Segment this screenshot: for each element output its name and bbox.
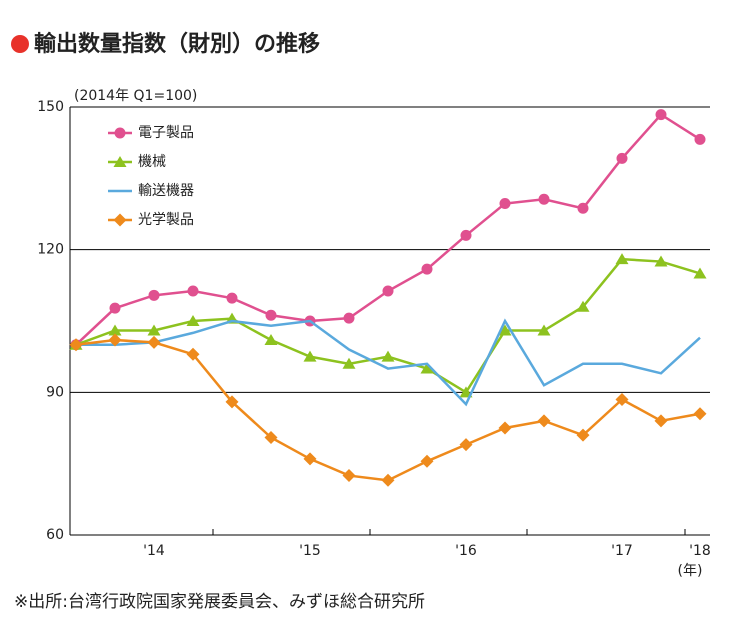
point: [577, 202, 589, 214]
y-tick-label: 120: [37, 242, 64, 258]
point: [460, 229, 472, 241]
point: [537, 324, 551, 336]
point: [538, 193, 550, 205]
series-line: [75, 257, 701, 395]
point: [381, 473, 395, 487]
point: [108, 333, 122, 347]
point: [264, 334, 278, 346]
point: [225, 395, 239, 409]
point: [498, 324, 512, 336]
point: [615, 253, 629, 265]
point: [342, 469, 356, 483]
point: [265, 309, 277, 321]
point: [186, 347, 200, 361]
legend-label: 電子製品: [138, 125, 194, 141]
source-note: ※出所:台湾行政院国家発展委員会、みずほ総合研究所: [14, 592, 425, 612]
point: [694, 133, 706, 145]
point: [109, 302, 121, 314]
x-tick-label: '18: [689, 543, 711, 559]
series-line: [76, 318, 701, 407]
y-tick-label: 150: [37, 99, 64, 115]
legend-label: 輸送機器: [138, 183, 194, 199]
point: [498, 421, 512, 435]
point: [113, 156, 127, 167]
point: [343, 312, 355, 324]
point: [69, 338, 83, 352]
x-tick-label: '16: [455, 543, 477, 559]
point: [264, 431, 278, 445]
point: [147, 335, 161, 349]
point: [382, 285, 394, 297]
point: [113, 213, 127, 227]
point: [108, 324, 122, 336]
point: [303, 452, 317, 466]
point: [459, 438, 473, 452]
subtitle: (2014年 Q1=100): [74, 88, 197, 104]
chart-title: 輸出数量指数（財別）の推移: [34, 31, 320, 57]
point: [655, 109, 667, 121]
x-tick-label: '14: [143, 543, 165, 559]
point: [576, 428, 590, 442]
point: [615, 392, 629, 406]
point: [226, 292, 238, 304]
point: [499, 198, 511, 210]
x-unit: (年): [678, 563, 703, 579]
point: [576, 300, 590, 312]
point: [693, 267, 707, 279]
point: [654, 255, 668, 267]
x-tick-label: '15: [299, 543, 321, 559]
point: [381, 350, 395, 362]
legend-label: 光学製品: [138, 212, 194, 228]
point: [537, 414, 551, 428]
point: [654, 414, 668, 428]
point: [114, 127, 126, 139]
y-tick-label: 90: [46, 384, 64, 400]
point: [421, 263, 433, 275]
x-tick-label: '17: [611, 543, 633, 559]
point: [187, 285, 199, 297]
legend-label: 機械: [138, 154, 166, 170]
point: [420, 362, 434, 374]
point: [147, 324, 161, 336]
title-bullet: [11, 35, 29, 53]
series-line: [75, 112, 701, 346]
point: [693, 407, 707, 421]
point: [616, 152, 628, 164]
point: [420, 454, 434, 468]
point: [303, 350, 317, 362]
y-tick-label: 60: [46, 527, 64, 543]
point: [342, 357, 356, 369]
point: [148, 289, 160, 301]
point: [186, 315, 200, 326]
